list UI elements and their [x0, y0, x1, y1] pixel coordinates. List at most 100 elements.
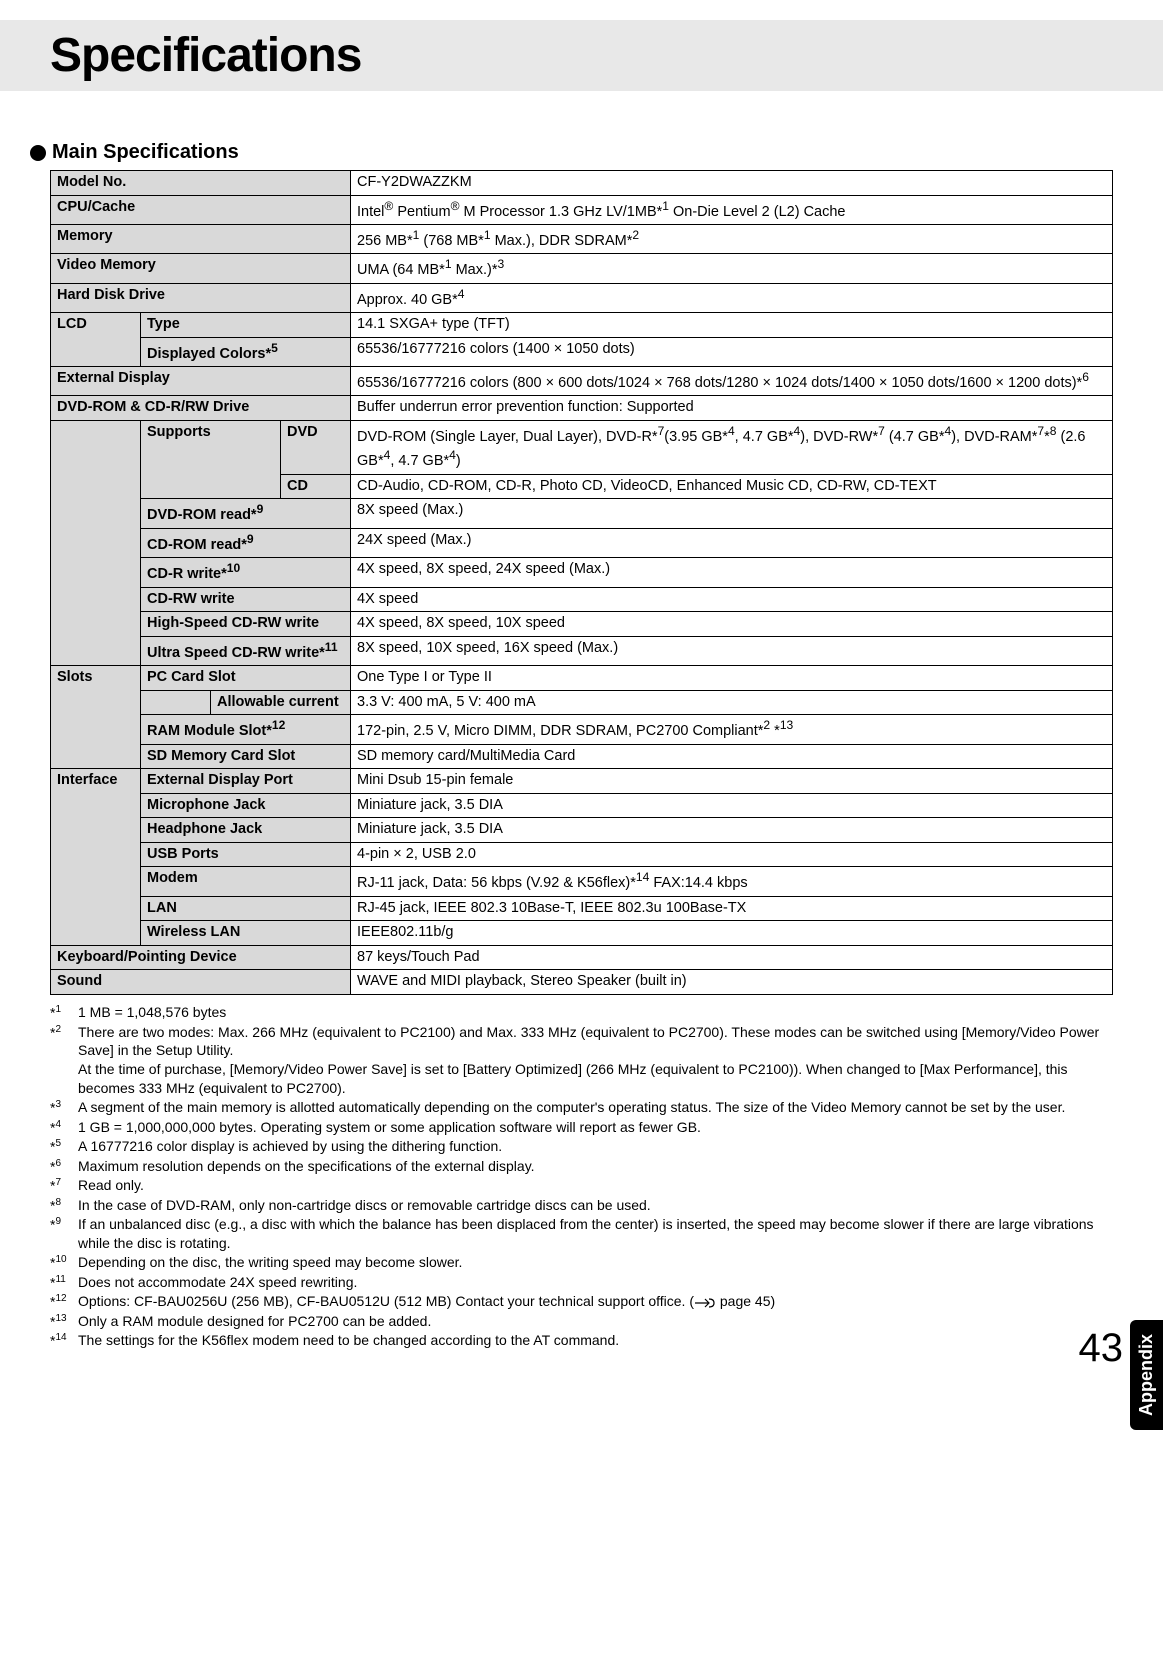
label-us-cdrw: Ultra Speed CD-RW write*11 — [141, 636, 351, 665]
label-ext-port: External Display Port — [141, 769, 351, 794]
value-lcd-colors: 65536/16777216 colors (1400 × 1050 dots) — [351, 337, 1113, 366]
footnote-marker: *2 — [50, 1023, 78, 1099]
footnote: *11Does not accommodate 24X speed rewrit… — [50, 1273, 1113, 1293]
footnote: *3A segment of the main memory is allott… — [50, 1098, 1113, 1118]
footnote-text: Only a RAM module designed for PC2700 ca… — [78, 1312, 1113, 1332]
table-row: CD-R write*10 4X speed, 8X speed, 24X sp… — [51, 558, 1113, 587]
value-cdrw-write: 4X speed — [351, 587, 1113, 612]
page-number: 43 — [1079, 1326, 1124, 1371]
footnote-text: Options: CF-BAU0256U (256 MB), CF-BAU051… — [78, 1292, 1113, 1312]
footnote: *10Depending on the disc, the writing sp… — [50, 1253, 1113, 1273]
table-row: Slots PC Card Slot One Type I or Type II — [51, 666, 1113, 691]
label-dvdrom-read: DVD-ROM read*9 — [141, 499, 351, 528]
table-row: Video Memory UMA (64 MB*1 Max.)*3 — [51, 254, 1113, 283]
value-pccard: One Type I or Type II — [351, 666, 1113, 691]
footnote-marker: *9 — [50, 1215, 78, 1253]
footnote-text: Read only. — [78, 1176, 1113, 1196]
label-pccard-blank — [141, 690, 211, 715]
table-row: Keyboard/Pointing Device 87 keys/Touch P… — [51, 945, 1113, 970]
label-usb: USB Ports — [141, 842, 351, 867]
footnote-text: A segment of the main memory is allotted… — [78, 1098, 1113, 1118]
value-model: CF-Y2DWAZZKM — [351, 171, 1113, 196]
value-keyboard: 87 keys/Touch Pad — [351, 945, 1113, 970]
footnote-marker: *12 — [50, 1292, 78, 1312]
footnote: *6Maximum resolution depends on the spec… — [50, 1157, 1113, 1177]
table-row: Headphone Jack Miniature jack, 3.5 DIA — [51, 818, 1113, 843]
label-keyboard: Keyboard/Pointing Device — [51, 945, 351, 970]
value-modem: RJ-11 jack, Data: 56 kbps (V.92 & K56fle… — [351, 867, 1113, 896]
footnote: *9If an unbalanced disc (e.g., a disc wi… — [50, 1215, 1113, 1253]
table-row: Hard Disk Drive Approx. 40 GB*4 — [51, 283, 1113, 312]
footnote-text: There are two modes: Max. 266 MHz (equiv… — [78, 1023, 1113, 1099]
value-video-memory: UMA (64 MB*1 Max.)*3 — [351, 254, 1113, 283]
label-supports-cd: CD — [281, 474, 351, 499]
value-memory: 256 MB*1 (768 MB*1 Max.), DDR SDRAM*2 — [351, 224, 1113, 253]
footnote-marker: *11 — [50, 1273, 78, 1293]
label-lcd-type: Type — [141, 313, 351, 338]
label-lcd-colors: Displayed Colors*5 — [141, 337, 351, 366]
title-bar: Specifications — [0, 20, 1163, 91]
label-headphone: Headphone Jack — [141, 818, 351, 843]
footnote-text: The settings for the K56flex modem need … — [78, 1331, 1113, 1351]
footnote-marker: *3 — [50, 1098, 78, 1118]
footnote-text: In the case of DVD-RAM, only non-cartrid… — [78, 1196, 1113, 1216]
value-ext-display: 65536/16777216 colors (800 × 600 dots/10… — [351, 367, 1113, 396]
label-cdrom-read: CD-ROM read*9 — [141, 528, 351, 557]
table-row: CD-RW write 4X speed — [51, 587, 1113, 612]
value-supports-dvd: DVD-ROM (Single Layer, Dual Layer), DVD-… — [351, 421, 1113, 475]
value-sound: WAVE and MIDI playback, Stereo Speaker (… — [351, 970, 1113, 995]
value-headphone: Miniature jack, 3.5 DIA — [351, 818, 1113, 843]
label-slots-group: Slots — [51, 666, 141, 769]
table-row: RAM Module Slot*12 172-pin, 2.5 V, Micro… — [51, 715, 1113, 744]
footnote-marker: *4 — [50, 1118, 78, 1138]
value-cdr-write: 4X speed, 8X speed, 24X speed (Max.) — [351, 558, 1113, 587]
value-allowable: 3.3 V: 400 mA, 5 V: 400 mA — [351, 690, 1113, 715]
specifications-table: Model No. CF-Y2DWAZZKM CPU/Cache Intel® … — [50, 170, 1113, 995]
table-row: SD Memory Card Slot SD memory card/Multi… — [51, 744, 1113, 769]
footnote: *5A 16777216 color display is achieved b… — [50, 1137, 1113, 1157]
table-row: Model No. CF-Y2DWAZZKM — [51, 171, 1113, 196]
footnote: *12Options: CF-BAU0256U (256 MB), CF-BAU… — [50, 1292, 1113, 1312]
footnote-marker: *5 — [50, 1137, 78, 1157]
value-dvd-header: Buffer underrun error prevention functio… — [351, 396, 1113, 421]
label-dvd-blank — [51, 421, 141, 666]
label-lcd-group: LCD — [51, 313, 141, 367]
footnote-marker: *10 — [50, 1253, 78, 1273]
footnote-text: 1 GB = 1,000,000,000 bytes. Operating sy… — [78, 1118, 1113, 1138]
table-row: High-Speed CD-RW write 4X speed, 8X spee… — [51, 612, 1113, 637]
label-allowable: Allowable current — [211, 690, 351, 715]
bullet-icon — [30, 145, 46, 161]
label-interface-group: Interface — [51, 769, 141, 946]
label-video-memory: Video Memory — [51, 254, 351, 283]
label-hdd: Hard Disk Drive — [51, 283, 351, 312]
table-row: CPU/Cache Intel® Pentium® M Processor 1.… — [51, 195, 1113, 224]
footnotes: *11 MB = 1,048,576 bytes*2There are two … — [50, 1003, 1113, 1351]
footnote-marker: *1 — [50, 1003, 78, 1023]
value-lcd-type: 14.1 SXGA+ type (TFT) — [351, 313, 1113, 338]
label-memory: Memory — [51, 224, 351, 253]
value-hdd: Approx. 40 GB*4 — [351, 283, 1113, 312]
table-row: External Display 65536/16777216 colors (… — [51, 367, 1113, 396]
value-sd-slot: SD memory card/MultiMedia Card — [351, 744, 1113, 769]
footnote: *13Only a RAM module designed for PC2700… — [50, 1312, 1113, 1332]
label-mic: Microphone Jack — [141, 793, 351, 818]
label-supports-dvd: DVD — [281, 421, 351, 475]
page-title: Specifications — [50, 28, 1163, 83]
footnote-text: 1 MB = 1,048,576 bytes — [78, 1003, 1113, 1023]
label-ram-module: RAM Module Slot*12 — [141, 715, 351, 744]
footnote: *14The settings for the K56flex modem ne… — [50, 1331, 1113, 1351]
footnote-marker: *6 — [50, 1157, 78, 1177]
table-row: Modem RJ-11 jack, Data: 56 kbps (V.92 & … — [51, 867, 1113, 896]
table-row: DVD-ROM read*9 8X speed (Max.) — [51, 499, 1113, 528]
table-row: LCD Type 14.1 SXGA+ type (TFT) — [51, 313, 1113, 338]
table-row: Displayed Colors*5 65536/16777216 colors… — [51, 337, 1113, 366]
footnote-text: Does not accommodate 24X speed rewriting… — [78, 1273, 1113, 1293]
value-us-cdrw: 8X speed, 10X speed, 16X speed (Max.) — [351, 636, 1113, 665]
table-row: LAN RJ-45 jack, IEEE 802.3 10Base-T, IEE… — [51, 896, 1113, 921]
label-pccard: PC Card Slot — [141, 666, 351, 691]
appendix-tab: Appendix — [1130, 1320, 1163, 1430]
table-row: Ultra Speed CD-RW write*11 8X speed, 10X… — [51, 636, 1113, 665]
footnote-marker: *14 — [50, 1331, 78, 1351]
table-row: Wireless LAN IEEE802.11b/g — [51, 921, 1113, 946]
value-supports-cd: CD-Audio, CD-ROM, CD-R, Photo CD, VideoC… — [351, 474, 1113, 499]
